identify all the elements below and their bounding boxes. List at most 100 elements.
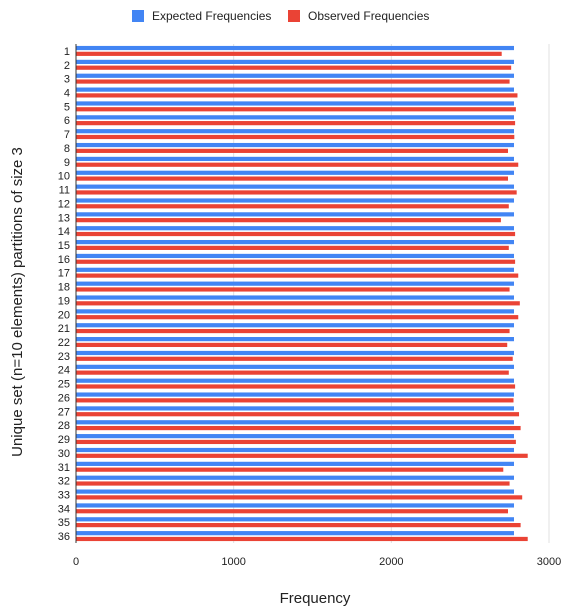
bars	[76, 45, 528, 542]
bar-expected-6	[76, 115, 514, 120]
y-category-label-11: 11	[59, 185, 70, 197]
y-category-label-2: 2	[64, 60, 70, 72]
bar-observed-15	[76, 245, 509, 250]
y-category-label-30: 30	[58, 448, 70, 460]
bar-observed-19	[76, 301, 520, 306]
y-category-label-35: 35	[58, 517, 70, 529]
bar-observed-21	[76, 328, 510, 334]
y-category-label-19: 19	[58, 295, 70, 307]
bar-expected-30	[76, 447, 514, 453]
y-category-label-12: 12	[58, 198, 70, 210]
y-category-label-33: 33	[58, 489, 70, 501]
y-category-label-25: 25	[58, 379, 70, 391]
bar-observed-11	[76, 190, 517, 195]
y-category-label-26: 26	[58, 392, 70, 404]
y-axis-title: Unique set (n=10 elements) partitions of…	[9, 147, 26, 457]
bar-observed-13	[76, 218, 501, 223]
bar-observed-7	[76, 134, 515, 140]
bar-expected-1	[76, 45, 514, 51]
bar-expected-20	[76, 309, 514, 314]
bar-observed-32	[76, 481, 510, 486]
bar-expected-14	[76, 226, 514, 231]
y-category-label-29: 29	[58, 434, 70, 446]
bar-expected-4	[76, 87, 514, 92]
bar-observed-6	[76, 121, 516, 126]
bar-expected-23	[76, 350, 514, 356]
y-category-label-17: 17	[58, 268, 70, 280]
legend-swatch-observed	[288, 10, 300, 22]
x-tick-label-1000: 1000	[221, 556, 245, 568]
bar-observed-33	[76, 495, 523, 500]
y-category-label-31: 31	[58, 462, 70, 474]
bar-expected-17	[76, 267, 514, 272]
bar-expected-26	[76, 392, 514, 397]
legend-label-observed: Observed Frequencies	[308, 9, 429, 23]
bar-observed-1	[76, 51, 502, 56]
bar-observed-28	[76, 425, 521, 431]
bar-observed-4	[76, 93, 518, 98]
bar-expected-12	[76, 198, 514, 203]
legend-swatch-expected	[132, 10, 144, 22]
bar-expected-21	[76, 323, 514, 328]
bar-observed-23	[76, 356, 513, 361]
bar-observed-17	[76, 273, 519, 278]
y-category-label-22: 22	[58, 337, 70, 349]
bar-observed-36	[76, 536, 528, 542]
y-category-label-4: 4	[64, 88, 70, 100]
legend: Expected Frequencies Observed Frequencie…	[132, 9, 429, 23]
x-axis-title: Frequency	[280, 590, 351, 607]
bar-observed-27	[76, 412, 520, 417]
bar-expected-32	[76, 475, 514, 480]
y-axis-category-labels: 1234567891011121314151617181920212223242…	[58, 46, 70, 543]
y-category-label-1: 1	[64, 46, 70, 58]
x-tick-label-2000: 2000	[379, 556, 403, 568]
y-category-label-6: 6	[64, 115, 70, 127]
y-category-label-14: 14	[58, 226, 70, 238]
bar-observed-34	[76, 509, 509, 514]
bar-expected-24	[76, 364, 514, 369]
bar-expected-31	[76, 461, 514, 466]
y-category-label-5: 5	[64, 101, 70, 113]
bar-observed-31	[76, 467, 504, 472]
bar-expected-33	[76, 489, 514, 494]
bar-expected-34	[76, 503, 514, 508]
bar-expected-5	[76, 101, 514, 106]
bar-observed-5	[76, 107, 516, 112]
bar-expected-27	[76, 406, 514, 411]
bar-expected-35	[76, 517, 514, 522]
bar-expected-36	[76, 531, 514, 536]
bar-expected-25	[76, 378, 514, 383]
y-category-label-32: 32	[58, 476, 70, 488]
y-category-label-10: 10	[58, 171, 70, 183]
bar-expected-28	[76, 420, 514, 425]
bar-expected-10	[76, 170, 514, 175]
bar-observed-18	[76, 287, 510, 292]
bar-expected-8	[76, 142, 514, 148]
bar-expected-29	[76, 434, 514, 439]
bar-observed-26	[76, 398, 514, 403]
y-category-label-34: 34	[58, 503, 70, 515]
bar-expected-18	[76, 281, 514, 286]
bar-expected-9	[76, 156, 514, 162]
bar-observed-3	[76, 79, 510, 84]
bar-observed-16	[76, 259, 516, 264]
bar-expected-2	[76, 59, 514, 64]
y-category-label-20: 20	[58, 309, 70, 321]
bar-expected-15	[76, 239, 514, 245]
bar-expected-11	[76, 184, 514, 189]
bar-observed-29	[76, 439, 516, 445]
gridlines	[233, 44, 550, 543]
y-category-label-15: 15	[58, 240, 70, 252]
legend-label-expected: Expected Frequencies	[152, 9, 271, 23]
bar-observed-22	[76, 342, 508, 348]
y-category-label-21: 21	[58, 323, 70, 335]
bar-expected-22	[76, 337, 514, 342]
x-tick-label-3000: 3000	[537, 556, 561, 568]
bar-expected-7	[76, 129, 514, 134]
bar-observed-10	[76, 176, 509, 181]
x-tick-label-0: 0	[73, 556, 79, 568]
bar-observed-20	[76, 315, 519, 320]
bar-observed-24	[76, 370, 509, 375]
